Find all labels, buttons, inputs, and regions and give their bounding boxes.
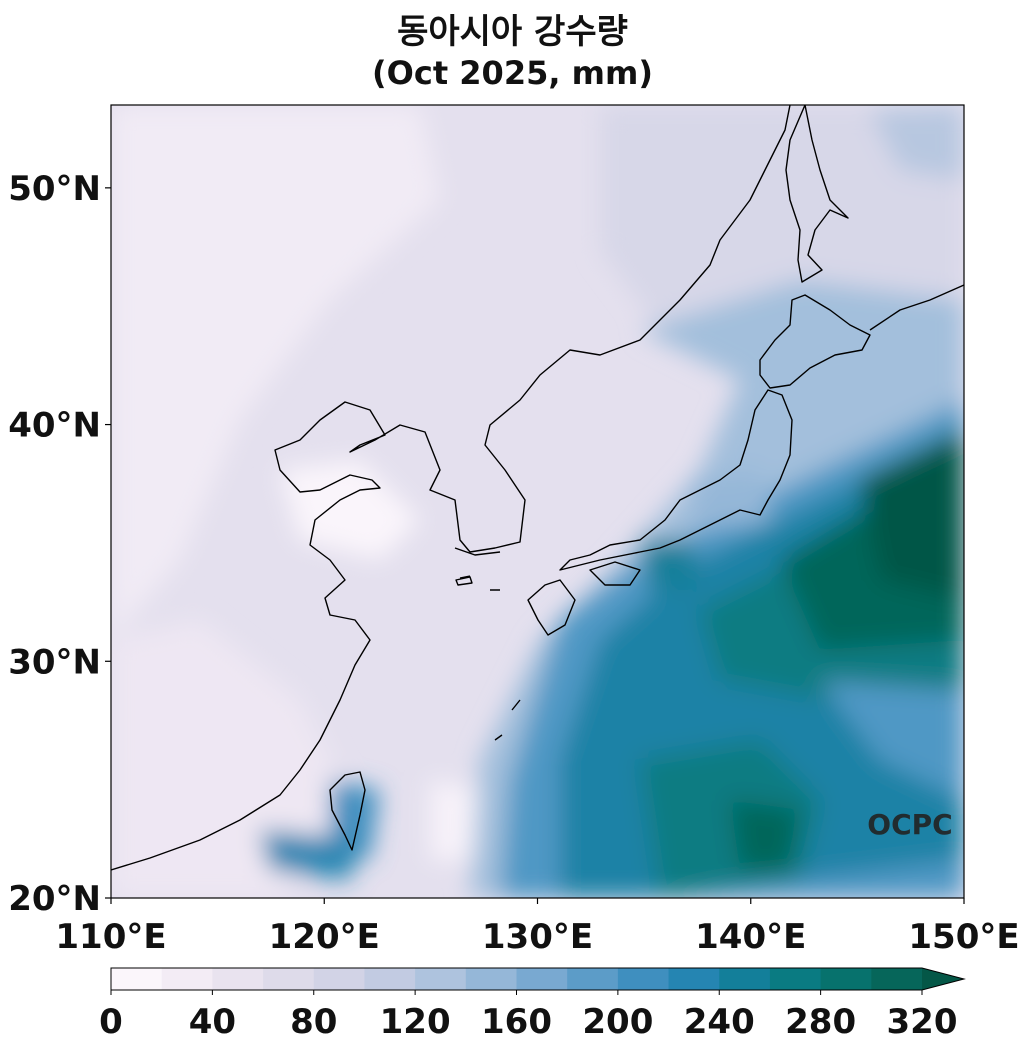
honshu-coastline — [559, 389, 793, 571]
colorbar-segment — [313, 968, 365, 990]
lat-tick-label: 30°N — [8, 642, 101, 682]
jeju-coastline — [455, 576, 473, 586]
lon-tick-label: 120°E — [269, 917, 380, 957]
ocpc-watermark: OCPC — [867, 808, 952, 841]
longitude-ticks: 110°E 120°E 130°E 140°E 150°E — [55, 898, 1020, 957]
colorbar-segment — [871, 968, 923, 990]
colorbar-outline — [110, 967, 966, 991]
lat-tick-label: 40°N — [8, 406, 101, 446]
ryukyu-islands — [459, 575, 521, 741]
colorbar-segment — [415, 968, 467, 990]
colorbar-segment — [161, 968, 213, 990]
lon-tick-label: 110°E — [55, 917, 166, 957]
colorbar-segment — [111, 968, 163, 990]
colorbar-tick-label: 160 — [481, 1002, 552, 1042]
colorbar — [110, 967, 966, 991]
colorbar-tick-label: 120 — [380, 1002, 451, 1042]
shikoku-coastline — [589, 561, 641, 586]
colorbar-segment — [567, 968, 619, 990]
hokkaido-coastline — [759, 294, 871, 389]
colorbar-segment — [617, 968, 670, 990]
map-subtitle: (Oct 2025, mm) — [372, 54, 653, 92]
lon-tick-label: 140°E — [695, 917, 806, 957]
colorbar-tick-label: 40 — [189, 1002, 236, 1042]
colorbar-segment — [465, 968, 517, 990]
colorbar-tick-label: 320 — [887, 1002, 958, 1042]
sakhalin-coastline — [785, 105, 849, 283]
precip-field — [111, 105, 964, 898]
china-korea-coastline — [111, 105, 791, 871]
kurils-coastline — [869, 284, 964, 331]
colorbar-segment — [820, 968, 872, 990]
latitude-ticks: 20°N 30°N 40°N 50°N — [8, 169, 111, 919]
colorbar-tick-label: 80 — [290, 1002, 337, 1042]
lat-tick-label: 20°N — [8, 879, 101, 919]
lon-tick-label: 150°E — [908, 917, 1019, 957]
taiwan-coastline — [329, 771, 366, 851]
lon-tick-label: 130°E — [482, 917, 593, 957]
korea-south-coast — [454, 547, 501, 556]
lat-tick-label: 50°N — [8, 169, 101, 209]
colorbar-ticks: 0 40 80 120 160 200 240 280 320 — [99, 990, 957, 1042]
colorbar-segment — [364, 968, 416, 990]
colorbar-segment — [668, 968, 720, 990]
colorbar-segment — [263, 968, 315, 990]
colorbar-extend-arrow — [922, 968, 964, 990]
colorbar-segment — [769, 968, 822, 990]
colorbar-tick-label: 240 — [684, 1002, 755, 1042]
colorbar-segment — [212, 968, 264, 990]
coastlines — [111, 105, 964, 871]
colorbar-tick-label: 280 — [785, 1002, 856, 1042]
colorbar-tick-label: 0 — [99, 1002, 123, 1042]
kyushu-coastline — [527, 579, 576, 636]
colorbar-tick-label: 200 — [582, 1002, 653, 1042]
map-title: 동아시아 강수량 — [397, 12, 628, 52]
colorbar-segment — [516, 968, 568, 990]
colorbar-segment — [719, 968, 771, 990]
